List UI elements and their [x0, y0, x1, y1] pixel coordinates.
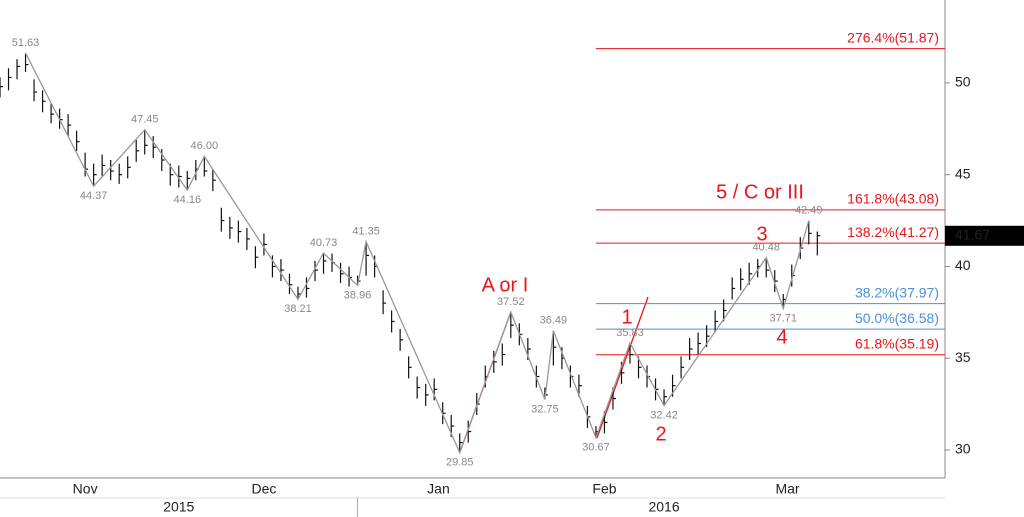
wave-label: 1 — [621, 306, 632, 328]
swing-label: 32.75 — [531, 403, 559, 415]
y-tick-label: 30 — [955, 441, 971, 457]
swing-label: 51.63 — [12, 37, 40, 49]
wave-label: A or I — [482, 274, 529, 296]
fib-label: 50.0%(36.58) — [855, 310, 939, 326]
wave-label: 3 — [756, 223, 767, 245]
x-tick-label: Nov — [73, 481, 98, 497]
swing-label: 44.37 — [80, 190, 108, 202]
swing-label: 38.21 — [284, 303, 312, 315]
fib-label: 61.8%(35.19) — [855, 335, 939, 351]
last-price-label: 41.67 — [955, 226, 990, 242]
year-label: 2015 — [163, 499, 194, 515]
swing-label: 37.52 — [497, 296, 525, 308]
fib-label: 276.4%(51.87) — [847, 29, 939, 45]
swing-label: 42.49 — [795, 205, 823, 217]
last-price-box — [945, 225, 1024, 246]
x-tick-label: Mar — [775, 481, 799, 497]
x-tick-label: Dec — [251, 481, 276, 497]
swing-line — [24, 52, 810, 455]
wave-label: 2 — [655, 423, 666, 445]
fib-label: 161.8%(43.08) — [847, 191, 939, 207]
y-tick-label: 50 — [955, 74, 971, 90]
swing-label: 46.00 — [191, 140, 219, 152]
swing-label: 40.73 — [310, 237, 338, 249]
wave-label: 5 / C or III — [716, 181, 804, 203]
swing-label: 40.48 — [752, 242, 780, 254]
x-tick-label: Jan — [427, 481, 450, 497]
wave-label: 4 — [776, 326, 787, 348]
swing-label: 35.83 — [616, 327, 644, 339]
swing-label: 36.49 — [540, 315, 568, 327]
swing-label: 30.67 — [582, 442, 610, 454]
fib-label: 138.2%(41.27) — [847, 224, 939, 240]
y-tick-label: 45 — [955, 165, 971, 181]
swing-label: 29.85 — [446, 457, 474, 469]
fib-label: 38.2%(37.97) — [855, 284, 939, 300]
swing-label: 44.16 — [174, 194, 202, 206]
x-tick-label: Feb — [592, 481, 616, 497]
y-tick-label: 35 — [955, 349, 971, 365]
swing-label: 32.42 — [650, 409, 678, 421]
wave-line — [596, 296, 649, 439]
swing-label: 38.96 — [344, 289, 372, 301]
swing-label: 47.45 — [131, 114, 159, 126]
year-label: 2016 — [648, 499, 679, 515]
swing-label: 37.71 — [769, 312, 797, 324]
swing-label: 41.35 — [352, 226, 380, 238]
y-tick-label: 40 — [955, 257, 971, 273]
